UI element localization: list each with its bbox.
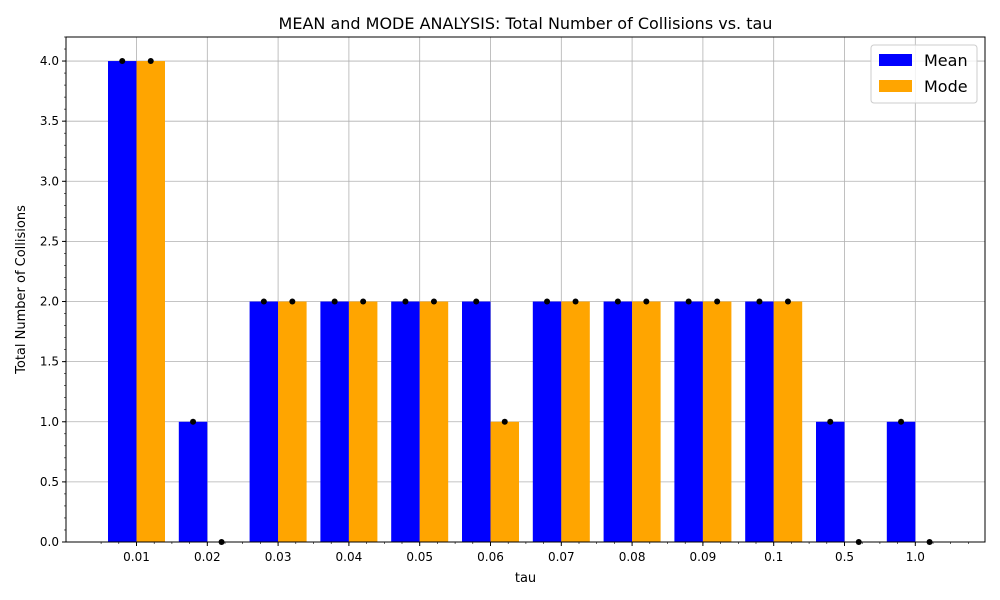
legend: Mean Mode (870, 44, 978, 104)
y-tick-label: 1.5 (40, 355, 59, 369)
legend-entry-mode: Mode (924, 77, 968, 96)
bar-mode (702, 301, 732, 542)
value-marker-mean (544, 298, 551, 305)
bar-mean (320, 301, 349, 542)
legend-entry-mean: Mean (924, 51, 968, 70)
value-marker-mode (430, 298, 437, 305)
value-marker-mean (119, 58, 126, 65)
x-tick-label: 0.01 (123, 550, 150, 564)
y-tick-label: 0.5 (40, 475, 59, 489)
x-tick-label: 0.02 (194, 550, 221, 564)
bar-mode (490, 421, 519, 542)
y-tick-label: 2.5 (40, 234, 59, 248)
x-tick-label: 0.04 (336, 550, 363, 564)
legend-swatch-mean (879, 54, 912, 66)
value-marker-mean (756, 298, 763, 305)
x-tick-label: 0.1 (764, 550, 783, 564)
bar-mean (391, 301, 420, 542)
legend-swatch-mode (879, 80, 912, 92)
value-marker-mean (473, 298, 480, 305)
value-marker-mode (643, 298, 650, 305)
bar-mean (249, 301, 279, 542)
bar-mode (348, 301, 378, 542)
y-tick-label: 2.0 (40, 295, 59, 309)
x-tick-label: 0.08 (619, 550, 646, 564)
bar-mean (532, 301, 562, 542)
x-tick-label: 0.5 (835, 550, 854, 564)
bar-mean (603, 301, 633, 542)
value-marker-mode (784, 298, 791, 305)
x-tick-label: 0.06 (477, 550, 504, 564)
bar-mode (773, 301, 803, 542)
value-marker-mode (714, 298, 721, 305)
bar-mode (561, 301, 590, 542)
value-marker-mode (572, 298, 579, 305)
bar-mean (816, 421, 845, 542)
chart-title: MEAN and MODE ANALYSIS: Total Number of … (279, 14, 773, 33)
x-tick-label: 0.05 (406, 550, 433, 564)
y-tick-label: 1.0 (40, 415, 59, 429)
bars-layer (108, 61, 916, 543)
bar-mean (674, 301, 703, 542)
bar-mode (278, 301, 307, 542)
value-marker-mean (898, 418, 905, 425)
y-tick-label: 3.5 (40, 114, 59, 128)
bar-mode (632, 301, 661, 542)
x-axis-label: tau (515, 571, 536, 586)
x-tick-label: 1.0 (906, 550, 925, 564)
bar-mean (745, 301, 774, 542)
value-marker-mode (501, 418, 508, 425)
value-marker-mean (402, 298, 409, 305)
bar-mean (178, 421, 208, 542)
x-tick-label: 0.03 (265, 550, 292, 564)
value-marker-mean (827, 418, 834, 425)
y-tick-label: 4.0 (40, 54, 59, 68)
value-marker-mode (289, 298, 296, 305)
ticks-layer: 0.0 0.5 1.0 1.5 2.0 2.5 3.0 3.5 4.0 0.01 0.02 0.03 0… (40, 36, 969, 564)
value-marker-mode (360, 298, 367, 305)
value-marker-mean (685, 298, 692, 305)
bar-mean (108, 61, 137, 543)
value-marker-mean (260, 298, 267, 305)
value-marker-mean (190, 418, 197, 425)
y-tick-label: 3.0 (40, 174, 59, 188)
bar-mode (136, 61, 165, 543)
bar-mean (462, 301, 491, 542)
x-tick-label: 0.09 (690, 550, 717, 564)
bar-mean (886, 421, 916, 542)
markers-layer (119, 58, 933, 545)
bar-mode (419, 301, 449, 542)
value-marker-mode (147, 58, 154, 65)
value-marker-mean (331, 298, 338, 305)
y-axis-label: Total Number of Collisions (14, 205, 29, 375)
value-marker-mean (614, 298, 621, 305)
x-tick-label: 0.07 (548, 550, 575, 564)
y-tick-label: 0.0 (40, 535, 59, 549)
